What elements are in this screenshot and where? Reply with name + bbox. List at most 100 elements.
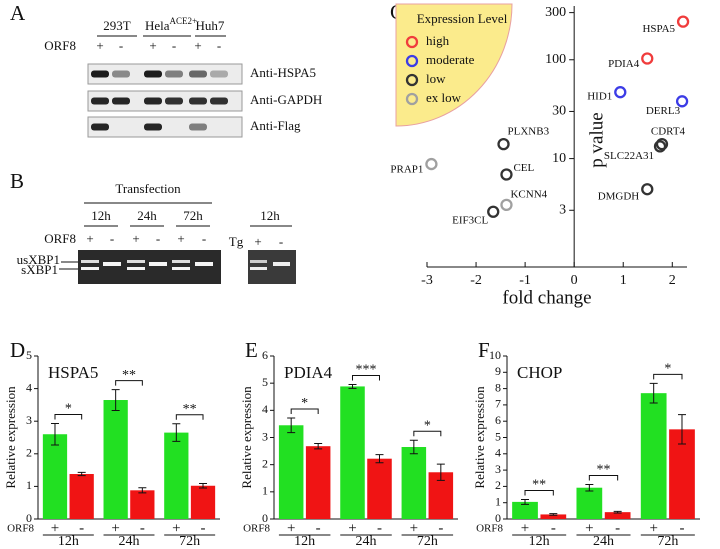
significance-label: *: [65, 402, 72, 417]
error-bar: [649, 382, 658, 404]
bar: [190, 485, 216, 519]
significance-label: *: [664, 362, 671, 377]
category-label: 72h: [179, 534, 200, 549]
panel-label: A: [10, 1, 26, 25]
time-label: 24h: [137, 208, 157, 223]
error-bar: [436, 463, 445, 481]
data-point: [614, 86, 627, 99]
blot-band: [210, 70, 228, 78]
error-bar: [613, 510, 622, 514]
bar: [401, 447, 427, 519]
time-label: 12h: [91, 208, 111, 223]
sign-label: -: [279, 234, 283, 249]
sign-label: +: [410, 520, 418, 536]
gel-band: [250, 260, 267, 263]
error-bar: [172, 423, 181, 442]
significance-label: **: [597, 463, 611, 478]
category-label: 72h: [657, 534, 678, 549]
gel-header: Transfection: [115, 181, 181, 196]
antibody-label: Anti-GAPDH: [250, 92, 322, 107]
y-tick-label: 3: [26, 413, 32, 427]
bar: [103, 400, 128, 519]
data-point: [497, 138, 510, 151]
blot-band: [189, 70, 207, 78]
error-bar: [111, 389, 120, 411]
legend-title: Expression Level: [417, 11, 508, 26]
y-tick-label: 5: [495, 429, 501, 443]
blot-band: [144, 97, 162, 105]
y-tick-label: 9: [495, 364, 501, 378]
x-tick-label: 0: [571, 273, 578, 288]
y-tick-label: 3: [559, 202, 566, 217]
category-label: 72h: [417, 534, 438, 549]
gel-band: [172, 260, 190, 263]
cell-line-label: 293T: [103, 18, 131, 33]
gel-image: [78, 250, 221, 284]
legend-label: high: [426, 33, 450, 48]
category-label: 24h: [356, 534, 377, 549]
antibody-label: Anti-Flag: [250, 118, 301, 133]
point-label: DMGDH: [598, 191, 640, 203]
gel-band: [127, 267, 145, 270]
significance-bracket: [413, 430, 442, 437]
significance-label: **: [532, 478, 546, 493]
gel-band: [127, 260, 145, 263]
gel-band: [195, 262, 213, 266]
sign-label: +: [194, 38, 201, 53]
y-tick-label: 4: [26, 380, 32, 394]
sign-label: +: [521, 520, 529, 536]
significance-bracket: [588, 474, 619, 481]
x-axis-label: fold change: [502, 287, 591, 308]
data-point: [487, 205, 500, 218]
gel-band: [81, 260, 99, 263]
y-tick-label: 10: [552, 151, 566, 166]
sign-label: +: [254, 234, 261, 249]
bar: [640, 393, 667, 519]
sign-label: +: [585, 520, 593, 536]
point-label: SLC22A31: [604, 150, 654, 162]
cell-line-label: Huh7: [196, 18, 225, 33]
y-axis-label: p value: [587, 112, 608, 167]
legend-marker: [405, 92, 419, 106]
y-tick-label: 3: [495, 462, 501, 476]
sign-label: +: [348, 520, 356, 536]
cell-line-label: Hela: [145, 18, 170, 33]
time-label: 72h: [183, 208, 203, 223]
y-tick-label: 0: [26, 511, 32, 525]
cell-line-superscript: ACE2+: [170, 16, 198, 26]
error-bar: [287, 417, 296, 434]
sign-label: +: [649, 520, 657, 536]
y-tick-label: 7: [495, 397, 501, 411]
panel-label: B: [10, 169, 24, 193]
data-point: [641, 183, 654, 196]
data-point: [675, 95, 689, 108]
blot-band: [165, 97, 183, 105]
point-label: HID1: [587, 91, 612, 103]
y-tick-label: 2: [262, 456, 268, 470]
category-label: 12h: [58, 534, 79, 549]
significance-bracket: [115, 380, 143, 386]
legend-label: low: [426, 71, 446, 86]
sign-label: -: [202, 231, 206, 246]
sign-label: -: [156, 231, 160, 246]
band-label: sXBP1: [21, 262, 58, 277]
y-tick-label: 2: [495, 478, 501, 492]
row-label: ORF8: [7, 523, 34, 535]
error-bar: [677, 414, 686, 445]
y-tick-label: 5: [26, 348, 32, 362]
blot-band: [144, 70, 162, 78]
legend-box: [395, 3, 513, 127]
x-tick-label: 2: [669, 273, 676, 288]
y-axis-label: Relative expression: [239, 386, 254, 489]
blot-band: [210, 97, 228, 105]
blot-band: [112, 70, 130, 78]
gel-band: [273, 262, 290, 266]
sign-label: +: [111, 520, 119, 536]
point-label: EIF3CL: [452, 214, 488, 226]
category-label: 12h: [529, 534, 550, 549]
bar: [164, 432, 189, 519]
sign-label: +: [149, 38, 156, 53]
y-axis-label: Relative expression: [472, 386, 487, 489]
point-label: CDRT4: [651, 126, 686, 138]
time-label: 12h: [260, 208, 280, 223]
